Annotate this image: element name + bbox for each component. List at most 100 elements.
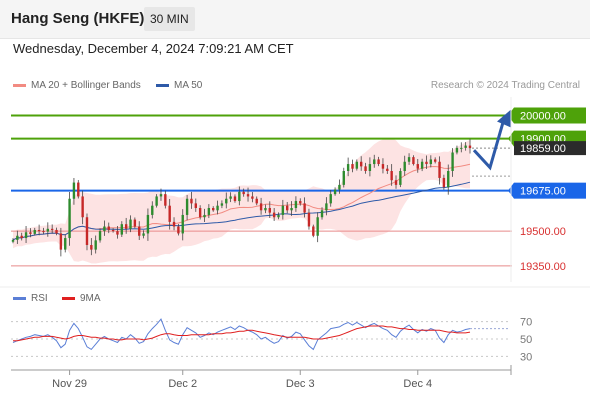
candle-body [46,228,50,232]
candle-body [185,198,189,215]
interval-button[interactable]: 30 MIN [144,7,195,31]
candle-body [460,147,463,149]
candle-body [468,145,472,149]
rsi-legend-label: RSI [31,293,48,304]
candle-body [50,228,54,230]
ma50-legend-swatch [156,83,169,87]
candle-body [455,147,459,153]
candle-body [138,226,141,236]
ma50-line [12,181,471,241]
ma50-legend-label: MA 50 [174,80,203,91]
candle-body [303,203,306,213]
candle-body [151,205,154,215]
candle-body [286,205,289,211]
level-box-2 [514,182,586,199]
candle-body [59,233,63,250]
candle-body [368,164,372,171]
candle-body [412,157,415,165]
candle-body [129,219,132,229]
candle-body [16,235,19,240]
candle-body [312,226,315,236]
candle-body [329,194,332,204]
candle-body [281,205,285,215]
forecast-arrow-head [497,109,511,128]
level-label-2: 19675.00 [520,186,566,198]
candle-body [116,231,119,235]
x-tick-label-2: Dec 3 [286,378,315,390]
legend-rsi: RSI [13,293,48,304]
rsi-9ma-line [13,325,471,342]
candle-body [29,232,32,234]
candle-body [264,208,267,211]
candle-body [159,194,163,197]
candle-body [77,182,80,197]
candle-body [142,233,145,236]
candle-body [351,164,354,169]
candle-body [272,212,276,218]
candle-body [333,189,337,195]
candle-body [390,171,393,181]
candle-body [168,205,171,222]
candle-body [207,208,211,215]
candle-body [229,196,232,199]
candle-body [194,203,197,208]
rsi-tick-0: 70 [520,317,532,329]
candle-body [103,226,106,232]
x-tick-label-0: Nov 29 [52,378,87,390]
bollinger-band-fill [13,138,470,264]
candle-body [381,164,385,169]
candle-body [120,224,124,235]
candle-body [42,231,45,233]
candle-body [198,208,202,218]
candle-body [90,245,93,250]
candle-body [177,226,180,234]
candle-body [64,238,67,250]
candle-body [85,217,89,245]
ma20-legend-label: MA 20 + Bollinger Bands [31,80,141,91]
candle-body [307,212,311,227]
candle-body [11,239,15,242]
candle-body [259,203,263,211]
legend-ma20: MA 20 + Bollinger Bands [13,80,141,91]
candle-body [433,159,437,162]
candle-body [146,214,150,234]
candle-body [172,221,176,227]
candle-body [320,210,324,218]
candle-body [190,198,193,204]
candle-body [403,161,406,171]
header-bar: Hang Seng (HKFE) 30 MIN [0,0,590,39]
candle-body [68,198,71,239]
candle-body [203,214,206,218]
candle-body [277,214,280,218]
candle-body [442,177,446,188]
ma20-legend-swatch [13,83,26,87]
candle-body [55,229,58,234]
candle-body [220,203,224,206]
candle-body [164,194,167,206]
candle-body [246,194,250,197]
level-label-0: 20000.00 [520,111,566,123]
level-box-0 [514,107,586,124]
candle-body [377,159,380,165]
rsi-legend-swatch [13,296,26,300]
candle-body [447,171,450,188]
level-label-4: 19350.00 [520,261,566,273]
candle-body [216,205,219,211]
candle-body [355,161,359,169]
forecast-arrow [472,115,507,171]
candle-body [124,224,128,229]
candle-body [373,159,376,165]
candle-body [429,159,433,165]
candle-body [238,191,241,202]
candle-body [251,196,254,199]
timestamp: Wednesday, December 4, 2024 7:09:21 AM C… [13,41,294,56]
level-label-3: 19500.00 [520,226,566,238]
candle-body [364,166,367,171]
candle-body [268,208,271,213]
candle-body [290,208,293,211]
x-tick-label-3: Dec 4 [403,378,432,390]
legend-9ma: 9MA [62,293,101,304]
candle-body [255,198,258,204]
rsi-tick-1: 50 [520,334,532,346]
